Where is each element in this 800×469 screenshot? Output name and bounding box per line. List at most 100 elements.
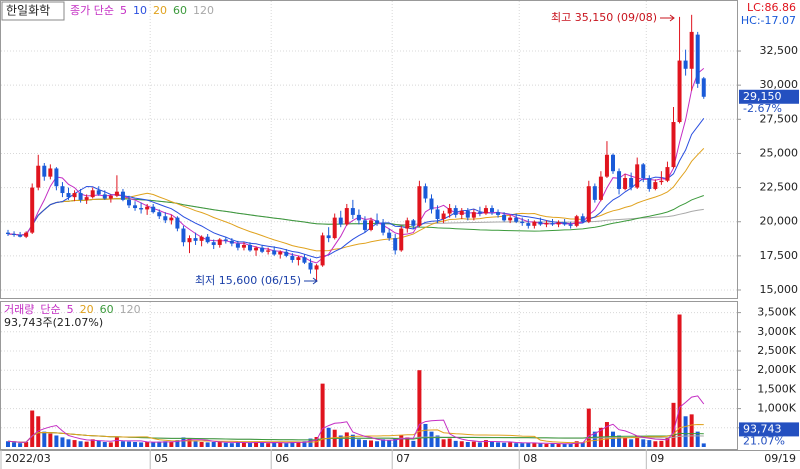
volume-bar (459, 441, 464, 447)
volume-bar (544, 443, 549, 447)
volume-bar (526, 442, 531, 447)
candle-body (66, 193, 71, 198)
high-arrow (660, 14, 675, 22)
candle-body (490, 208, 494, 213)
x-tick-label: 06 (275, 452, 289, 465)
volume-bar (157, 441, 162, 447)
volume-bar (72, 440, 77, 447)
candle-body (465, 210, 470, 218)
volume-tag: 93,743 (743, 422, 782, 435)
legend-entry: 60 (100, 303, 114, 316)
legend-entry: 단순 (40, 303, 60, 316)
candle-body (665, 167, 670, 181)
candle-body (145, 206, 150, 210)
volume-bar (659, 440, 664, 447)
candle-body (683, 60, 688, 69)
volume-bar (393, 438, 398, 447)
candle-body (217, 239, 222, 245)
volume-bar (344, 432, 349, 447)
candle-body (459, 210, 464, 215)
candle-body (653, 182, 658, 189)
volume-bar (139, 442, 144, 447)
volume-bar (580, 442, 585, 447)
x-tick-label: 07 (396, 452, 410, 465)
candle-body (229, 240, 234, 244)
volume-bar (84, 441, 89, 447)
candle-body (526, 223, 531, 226)
volume-bar (133, 442, 138, 447)
y-tick-label: 20,000 (760, 215, 799, 228)
volume-bar (48, 433, 53, 447)
candle-body (308, 262, 313, 270)
candle-body (344, 208, 349, 225)
candle-body (84, 197, 89, 200)
volume-tag-box (739, 422, 799, 437)
candle-body (151, 206, 156, 213)
candle-body (647, 178, 652, 189)
candle-body (211, 242, 216, 245)
y-tick-label: 32,500 (760, 44, 799, 57)
candle-body (544, 223, 549, 225)
low-arrow (304, 277, 318, 285)
hc-label: HC:-17.07 (741, 14, 796, 27)
candle-body (441, 213, 446, 219)
candle-body (78, 193, 83, 200)
candle-body (641, 164, 646, 179)
candle-body (187, 238, 192, 243)
candle-body (320, 235, 325, 266)
volume-bar (441, 439, 446, 447)
candle-body (114, 191, 119, 196)
volume-bar (617, 435, 622, 447)
candle-body (659, 180, 664, 183)
candle-body (671, 122, 676, 168)
candle-body (695, 34, 700, 84)
volume-bar (145, 442, 150, 447)
volume-bar (671, 402, 676, 447)
legend-entry: 120 (193, 4, 214, 17)
volume-bar (229, 443, 234, 447)
candle-body (369, 220, 373, 230)
candle-body (429, 198, 434, 210)
candle-body (477, 212, 482, 214)
candle-body (629, 178, 634, 188)
candle-body (296, 257, 301, 260)
volume-bar (665, 437, 670, 447)
volume-ratio-tag: 21.07% (743, 434, 785, 447)
candle-body (42, 165, 47, 177)
volume-tick-label: 3,000K (757, 325, 796, 338)
candle-body (520, 221, 525, 224)
candle-body (127, 199, 131, 206)
candle-body (677, 60, 682, 123)
candle-body (241, 244, 246, 248)
candle-body (435, 209, 440, 219)
volume-tick-label: 1,500K (757, 382, 796, 395)
candle-body (60, 186, 65, 194)
candle-body (254, 247, 259, 251)
volume-bar (604, 422, 609, 447)
volume-bar (483, 440, 488, 447)
lc-label: LC:86.86 (747, 1, 796, 14)
volume-bar (175, 440, 180, 447)
legend-entry: 종가 단순 (70, 4, 114, 17)
x-tick-label: 09 (650, 452, 664, 465)
y-tick-label: 27,500 (760, 112, 799, 125)
candle-body (635, 164, 640, 188)
volume-bar (356, 439, 361, 447)
candle-body (290, 255, 295, 260)
legend-entry: 5 (120, 4, 127, 17)
volume-bar (592, 431, 597, 447)
volume-summary: 93,743주(21.07%) (4, 316, 103, 329)
candle-body (381, 223, 386, 233)
volume-bar (411, 440, 416, 447)
volume-bar (453, 440, 458, 447)
volume-bar (151, 442, 156, 447)
candle-body (48, 168, 53, 177)
volume-bar (574, 441, 579, 447)
volume-bar (550, 443, 555, 447)
candle-body (611, 154, 615, 172)
candle-body (18, 234, 23, 237)
volume-tick-label: 2,000K (757, 363, 796, 376)
volume-bar (60, 437, 65, 447)
volume-bar (296, 442, 301, 447)
